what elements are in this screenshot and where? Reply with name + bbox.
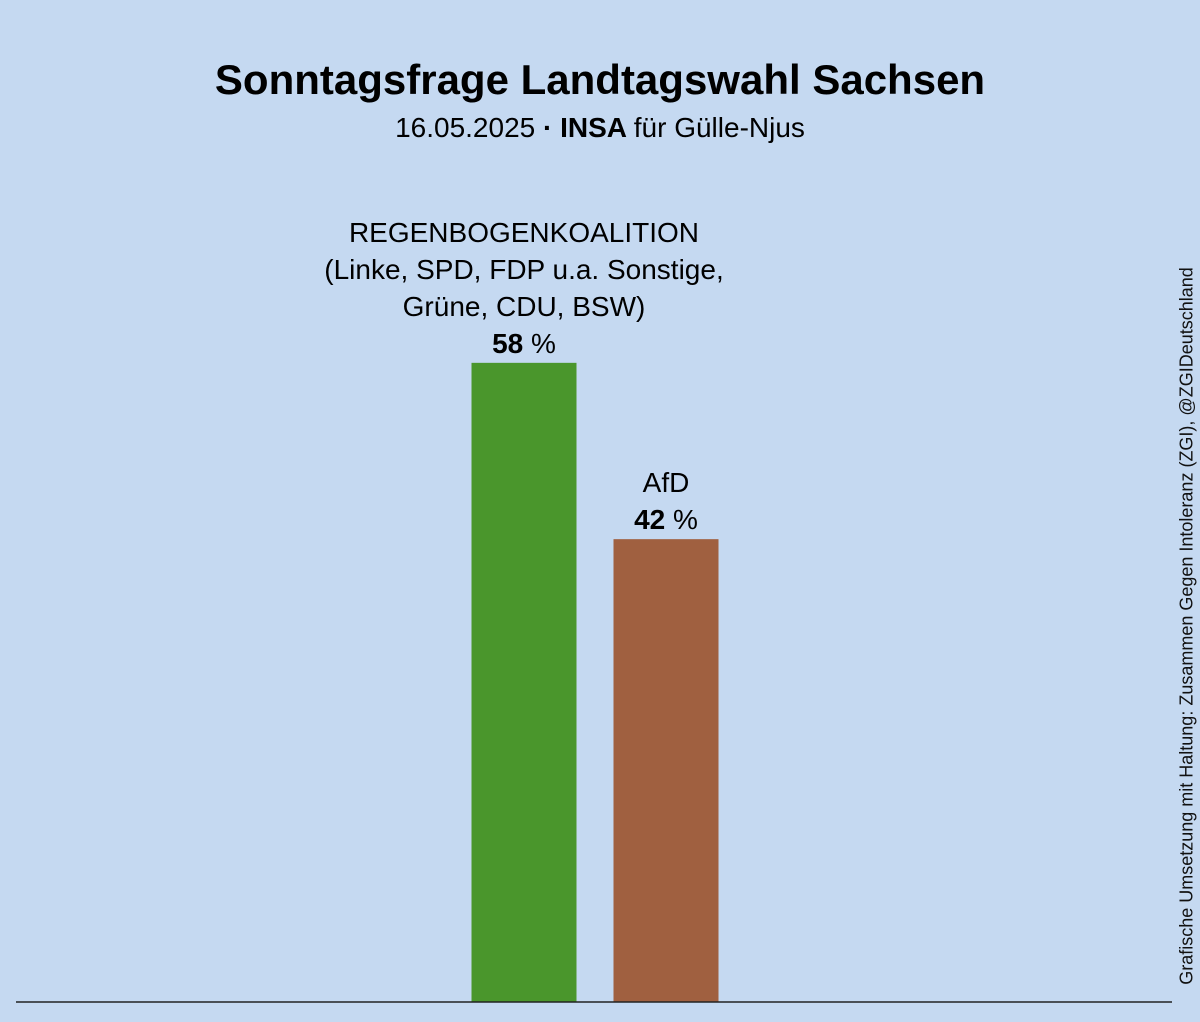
category-sublabel-1-1: (Linke, SPD, FDP u.a. Sonstige, xyxy=(324,254,723,285)
subtitle-client: für Gülle-Njus xyxy=(634,112,805,143)
subtitle-date: 16.05.2025 xyxy=(395,112,543,143)
chart-title: Sonntagsfrage Landtagswahl Sachsen xyxy=(215,56,985,103)
subtitle-separator: · xyxy=(543,112,560,143)
category-label-1: REGENBOGENKOALITION xyxy=(349,217,699,248)
value-label-1: 58 % xyxy=(492,328,556,359)
value-label-2: 42 % xyxy=(634,504,698,535)
category-sublabel-1-2: Grüne, CDU, BSW) xyxy=(403,291,646,322)
bar-1 xyxy=(471,362,577,1003)
bar-2 xyxy=(613,539,719,1002)
credit-text: Grafische Umsetzung mit Haltung: Zusamme… xyxy=(1176,267,1197,985)
category-label-2: AfD xyxy=(643,467,690,498)
chart-subtitle: 16.05.2025 · INSA für Gülle-Njus xyxy=(395,112,805,143)
bars-group: 58 % REGENBOGENKOALITION (Linke, SPD, FDP … xyxy=(324,217,724,1003)
subtitle-institute: INSA xyxy=(560,112,634,143)
